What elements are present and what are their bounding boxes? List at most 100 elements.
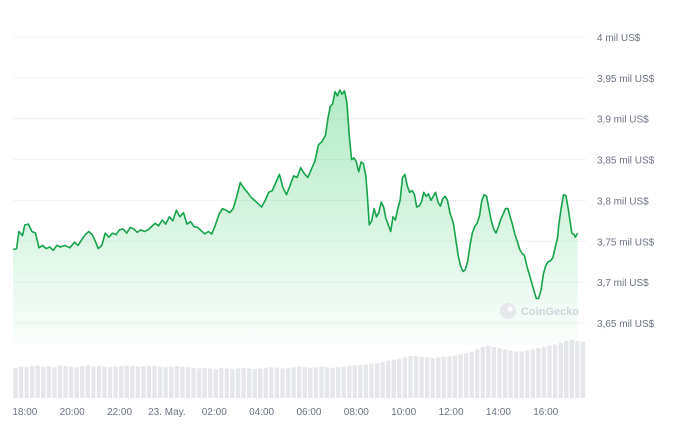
volume-bar [441,356,447,398]
volume-bar [157,366,163,398]
volume-bar [46,366,52,398]
volume-bar [458,354,463,398]
volume-bar [475,349,480,398]
watermark-text: CoinGecko [521,306,579,318]
y-tick-label: 3,65 mil US$ [597,319,655,330]
volume-bar [196,368,202,398]
volume-bar [152,366,157,398]
volume-bar [402,357,408,398]
x-tick-label: 10:00 [391,407,416,418]
volume-bar [102,366,107,398]
volume-bar [513,351,519,398]
x-tick-label: 18:00 [12,407,37,418]
y-tick-label: 3,7 mil US$ [597,278,649,289]
volume-bar [252,369,257,398]
x-tick-label: 02:00 [202,407,227,418]
x-tick-label: 08:00 [344,407,369,418]
price-series-line [12,89,579,300]
volume-bar [74,367,79,398]
coingecko-watermark: CoinGecko [500,303,579,319]
volume-bar [230,369,235,398]
volume-bar [130,366,135,398]
volume-bar [480,346,485,398]
volume-bar [180,366,185,398]
x-tick-label: 23. May. [148,407,186,418]
volume-bar [519,351,524,398]
volume-bar [408,356,413,398]
volume-bar [502,349,508,398]
volume-bar [96,366,102,398]
volume-bar [447,356,452,398]
volume-bar [80,366,85,398]
volume-bar [330,367,335,398]
volume-bars [13,340,586,398]
volume-bar [107,367,113,398]
volume-bar [258,368,263,398]
volume-bar [558,342,563,398]
volume-bar [397,358,402,398]
volume-bar [569,340,574,398]
volume-bar [141,366,146,398]
volume-bar [24,367,29,398]
x-tick-label: 16:00 [533,407,558,418]
volume-bar [486,345,491,398]
price-line [12,89,579,300]
volume-bar [124,365,129,398]
volume-bar [219,367,224,398]
volume-bar [525,350,530,398]
x-tick-label: 06:00 [296,407,321,418]
x-tick-label: 14:00 [486,407,511,418]
volume-bar [291,367,296,398]
x-tick-label: 20:00 [60,407,85,418]
volume-bar [352,365,358,398]
y-axis-tick-labels: 4 mil US$ 3,95 mil US$ 3,9 mil US$ 3,85 mil… [597,33,655,330]
volume-bar [491,346,497,398]
volume-bar [324,367,330,398]
volume-bar [146,365,152,398]
volume-bar [85,365,90,398]
volume-bar [541,346,547,398]
volume-bar [63,366,68,398]
volume-bar [35,365,40,398]
volume-bar [469,351,474,398]
volume-bar [208,368,213,398]
volume-bar [297,366,302,398]
y-tick-label: 3,8 mil US$ [597,196,649,207]
volume-bar [57,365,63,398]
x-tick-label: 04:00 [249,407,274,418]
volume-bar [202,367,207,398]
y-tick-label: 3,85 mil US$ [597,156,655,167]
volume-bar [380,362,385,398]
volume-bar [580,341,586,398]
volume-bar [185,367,191,398]
volume-bar [536,348,541,398]
volume-bar [269,367,274,398]
x-axis-tick-labels: 18:00 20:00 22:00 23. May. 02:00 04:00 06:00 08… [12,407,558,418]
volume-bar [169,366,174,398]
x-tick-label: 22:00 [107,407,132,418]
volume-bar [302,367,307,398]
volume-bar [91,366,96,398]
volume-bar [436,357,441,398]
volume-bar [224,368,230,398]
volume-bar [263,367,269,398]
volume-bar [52,367,57,398]
volume-bar [358,364,363,398]
price-area [13,90,578,345]
volume-bar [135,366,141,398]
volume-bar [113,366,118,398]
volume-bar [335,367,341,398]
volume-bar [430,357,435,398]
volume-bar [274,367,280,398]
volume-bar [497,348,502,398]
volume-bar [341,366,346,398]
volume-bar [280,368,285,398]
volume-bar [68,366,74,398]
volume-bar [246,368,252,398]
x-tick-label: 12:00 [439,407,464,418]
volume-bar [285,367,291,398]
volume-bar [452,355,458,398]
volume-bar [369,363,374,398]
volume-bar [163,367,168,398]
